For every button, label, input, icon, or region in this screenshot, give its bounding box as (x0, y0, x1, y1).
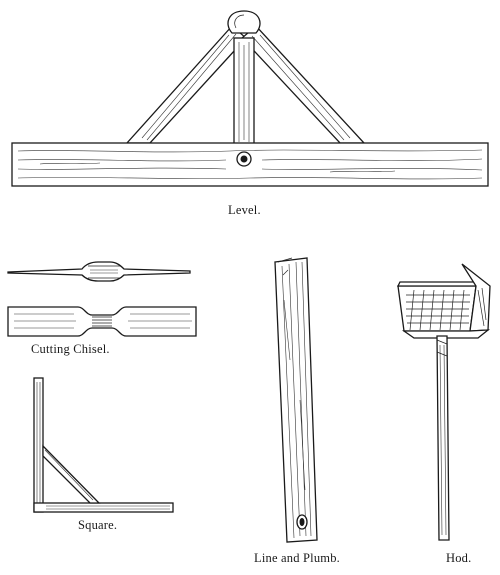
chisel-illustration (7, 261, 197, 337)
caption-line-and-plumb: Line and Plumb. (254, 551, 340, 565)
caption-hod: Hod. (446, 551, 472, 565)
caption-square: Square. (78, 518, 118, 532)
plumb-illustration (274, 257, 318, 543)
caption-level: Level. (228, 203, 261, 217)
level-illustration (11, 10, 489, 187)
square-illustration (33, 377, 174, 513)
hod-illustration (396, 263, 491, 541)
caption-cutting-chisel: Cutting Chisel. (31, 342, 110, 356)
